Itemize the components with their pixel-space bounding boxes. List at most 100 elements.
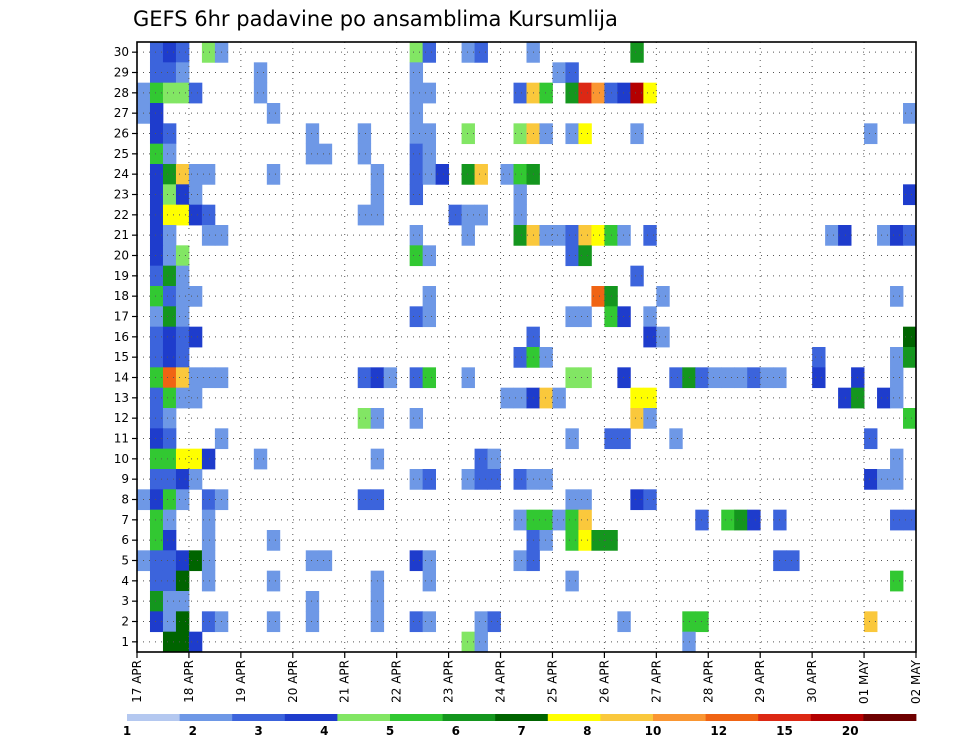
heatmap-cell <box>318 143 333 165</box>
y-tick-label: 7 <box>121 513 129 527</box>
heatmap-cell <box>162 42 177 63</box>
heatmap-cell <box>513 184 527 206</box>
heatmap-cell <box>305 143 320 165</box>
heatmap-cell <box>149 448 164 470</box>
heatmap-cell <box>149 164 164 185</box>
y-tick-label: 28 <box>114 86 129 100</box>
heatmap-cell <box>162 387 177 409</box>
x-tick-label: 25 APR <box>545 660 559 703</box>
heatmap-cell <box>474 204 488 226</box>
heatmap-cell <box>357 204 372 226</box>
heatmap-cell <box>188 367 203 389</box>
heatmap-cell <box>565 62 579 84</box>
heatmap-cell <box>409 62 424 84</box>
heatmap-cell <box>565 489 579 511</box>
heatmap-cell <box>162 408 177 429</box>
y-tick-label: 4 <box>121 574 129 588</box>
heatmap-cell <box>565 530 579 551</box>
heatmap-cell <box>565 245 579 267</box>
heatmap-cell <box>903 103 917 124</box>
colorbar-label: 2 <box>189 724 197 738</box>
colorbar-label: 12 <box>710 724 727 738</box>
heatmap-cell <box>422 469 437 490</box>
heatmap-cell <box>175 306 190 328</box>
colorbar-segment <box>127 714 180 721</box>
heatmap-cell <box>149 62 164 84</box>
heatmap-cell <box>188 326 203 348</box>
heatmap-cell <box>162 509 177 531</box>
heatmap-cell <box>188 387 203 409</box>
y-tick-label: 20 <box>114 249 129 263</box>
y-tick-label: 22 <box>114 208 129 222</box>
heatmap-cell <box>162 428 177 450</box>
heatmap-cell <box>474 448 488 470</box>
y-tick-label: 29 <box>114 66 129 80</box>
heatmap-cell <box>513 164 527 185</box>
heatmap-cell <box>721 367 735 389</box>
heatmap-cell <box>500 387 514 409</box>
heatmap-cell <box>409 42 424 63</box>
heatmap-cell <box>175 164 190 185</box>
heatmap-cell <box>461 204 475 226</box>
heatmap-cell <box>201 509 216 531</box>
heatmap-cell <box>539 469 553 490</box>
heatmap-cell <box>422 611 437 633</box>
heatmap-cell <box>409 550 424 572</box>
heatmap-cell <box>305 550 320 572</box>
heatmap-cell <box>578 509 592 531</box>
x-tick-label: 26 APR <box>597 660 611 703</box>
heatmap-cell <box>682 367 696 389</box>
heatmap-cell <box>201 550 216 572</box>
heatmap-cell <box>188 631 203 653</box>
heatmap-cell <box>149 265 164 287</box>
y-tick-label: 13 <box>114 391 129 405</box>
heatmap-cell <box>305 123 320 145</box>
heatmap-cell <box>487 469 501 490</box>
heatmap-cell <box>721 509 735 531</box>
heatmap-cell <box>149 143 164 165</box>
heatmap-cell <box>656 286 670 307</box>
heatmap-cell <box>903 347 917 368</box>
y-tick-label: 30 <box>114 45 129 59</box>
heatmap-cell <box>422 286 437 307</box>
heatmap-cell <box>149 469 164 490</box>
heatmap-cell <box>149 611 164 633</box>
y-tick-label: 14 <box>114 371 129 385</box>
heatmap-cell <box>812 367 826 389</box>
heatmap-cell <box>903 184 917 206</box>
heatmap-cell <box>162 265 177 287</box>
heatmap-cell <box>162 184 177 206</box>
heatmap-cell <box>578 367 592 389</box>
heatmap-cell <box>422 367 437 389</box>
y-tick-label: 25 <box>114 147 129 161</box>
heatmap-cell <box>409 143 424 165</box>
heatmap-cell <box>474 42 488 63</box>
heatmap-cell <box>617 306 631 328</box>
heatmap-cell <box>162 611 177 633</box>
x-tick-label: 30 APR <box>805 660 819 703</box>
x-tick-label: 17 APR <box>130 660 144 703</box>
heatmap-cell <box>201 204 216 226</box>
heatmap-cell <box>162 489 177 511</box>
y-tick-label: 26 <box>114 127 129 141</box>
heatmap-cell <box>318 550 333 572</box>
heatmap-cell <box>422 164 437 185</box>
heatmap-cell <box>552 509 566 531</box>
heatmap-cell <box>409 408 424 429</box>
heatmap-cell <box>565 570 579 592</box>
y-tick-label: 16 <box>114 330 129 344</box>
heatmap-cell <box>162 123 177 145</box>
heatmap-cell <box>513 123 527 145</box>
heatmap-cell <box>643 387 657 409</box>
heatmap-cell <box>513 550 527 572</box>
heatmap-cell <box>643 82 657 104</box>
y-tick-label: 1 <box>121 635 129 649</box>
heatmap-cell <box>539 347 553 368</box>
y-tick-label: 3 <box>121 594 129 608</box>
heatmap-cell <box>565 428 579 450</box>
heatmap-cell <box>357 367 372 389</box>
heatmap-cell <box>461 42 475 63</box>
heatmap-cell <box>513 509 527 531</box>
heatmap-cell <box>539 82 553 104</box>
heatmap-cell <box>149 103 164 124</box>
